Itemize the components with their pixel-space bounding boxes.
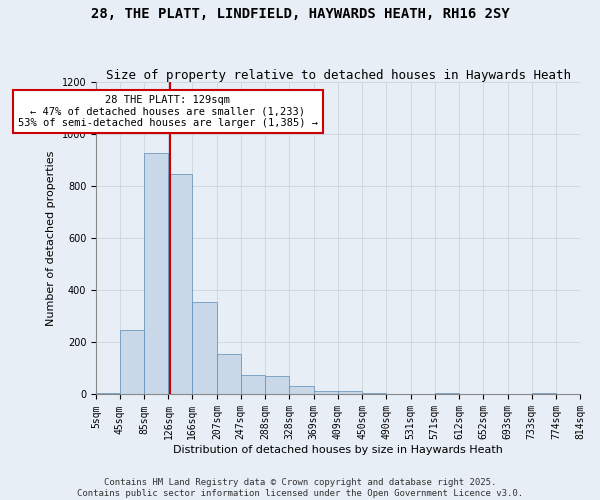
Y-axis label: Number of detached properties: Number of detached properties bbox=[46, 150, 56, 326]
Bar bbox=[96, 393, 120, 394]
Bar bbox=[217, 354, 241, 395]
Bar bbox=[314, 390, 338, 394]
Bar bbox=[362, 393, 386, 394]
Bar bbox=[144, 152, 169, 394]
Title: Size of property relative to detached houses in Haywards Heath: Size of property relative to detached ho… bbox=[106, 69, 571, 82]
X-axis label: Distribution of detached houses by size in Haywards Heath: Distribution of detached houses by size … bbox=[173, 445, 503, 455]
Bar bbox=[532, 393, 556, 394]
Bar bbox=[338, 391, 362, 394]
Bar bbox=[241, 376, 265, 394]
Bar bbox=[193, 302, 217, 394]
Bar bbox=[265, 376, 289, 394]
Bar bbox=[289, 386, 314, 394]
Text: 28, THE PLATT, LINDFIELD, HAYWARDS HEATH, RH16 2SY: 28, THE PLATT, LINDFIELD, HAYWARDS HEATH… bbox=[91, 8, 509, 22]
Bar bbox=[120, 330, 144, 394]
Bar bbox=[434, 393, 459, 394]
Bar bbox=[169, 174, 193, 394]
Text: Contains HM Land Registry data © Crown copyright and database right 2025.
Contai: Contains HM Land Registry data © Crown c… bbox=[77, 478, 523, 498]
Text: 28 THE PLATT: 129sqm
← 47% of detached houses are smaller (1,233)
53% of semi-de: 28 THE PLATT: 129sqm ← 47% of detached h… bbox=[18, 95, 318, 128]
